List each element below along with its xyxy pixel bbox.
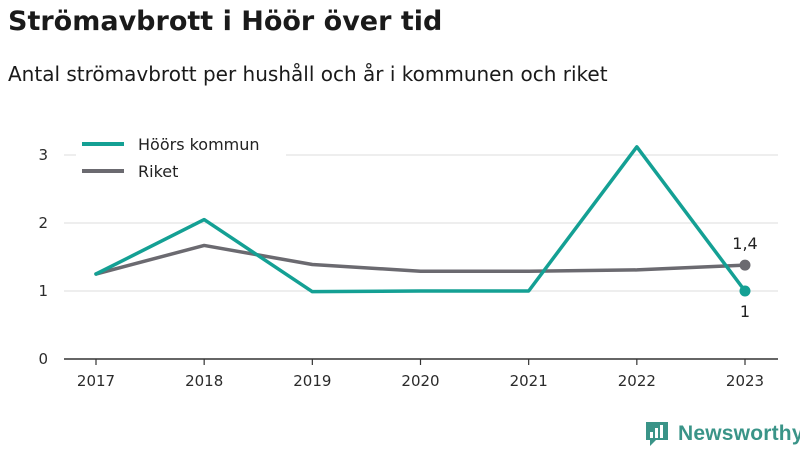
legend-label-1: Riket — [138, 162, 178, 181]
x-tick-label: 2022 — [618, 372, 656, 390]
legend-label-0: Höörs kommun — [138, 135, 260, 154]
series-end-point-0 — [739, 285, 751, 297]
series-line-0 — [94, 145, 747, 294]
newsworthy-logo: Newsworthy — [644, 420, 800, 448]
series-line-1 — [94, 243, 747, 276]
y-tick-label: 2 — [38, 214, 48, 232]
series-end-point-1 — [739, 259, 751, 271]
x-axis: 2017 2018 2019 2020 2021 2022 2023 — [77, 359, 764, 390]
x-tick-label: 2021 — [510, 372, 548, 390]
x-tick-label: 2017 — [77, 372, 115, 390]
chart-title: Strömavbrott i Höör över tid — [8, 6, 443, 37]
newsworthy-logo-text: Newsworthy — [678, 422, 800, 445]
y-tick-label: 3 — [38, 146, 48, 164]
riket-end-label: 1,4 — [732, 234, 757, 253]
y-tick-label: 0 — [38, 350, 48, 368]
y-axis: 0 1 2 3 — [38, 146, 48, 368]
x-tick-label: 2018 — [185, 372, 223, 390]
chart-subtitle: Antal strömavbrott per hushåll och år i … — [8, 62, 608, 86]
newsworthy-logo-icon — [646, 422, 668, 446]
x-tick-label: 2023 — [726, 372, 764, 390]
legend-background — [76, 130, 286, 186]
hoor-end-label: 1 — [740, 302, 750, 321]
x-tick-label: 2019 — [293, 372, 331, 390]
data-labels: 1,41 — [732, 234, 757, 321]
legend: Höörs kommun Riket — [76, 130, 286, 186]
x-tick-label: 2020 — [401, 372, 439, 390]
series-lines — [94, 145, 751, 297]
y-tick-label: 1 — [38, 282, 48, 300]
